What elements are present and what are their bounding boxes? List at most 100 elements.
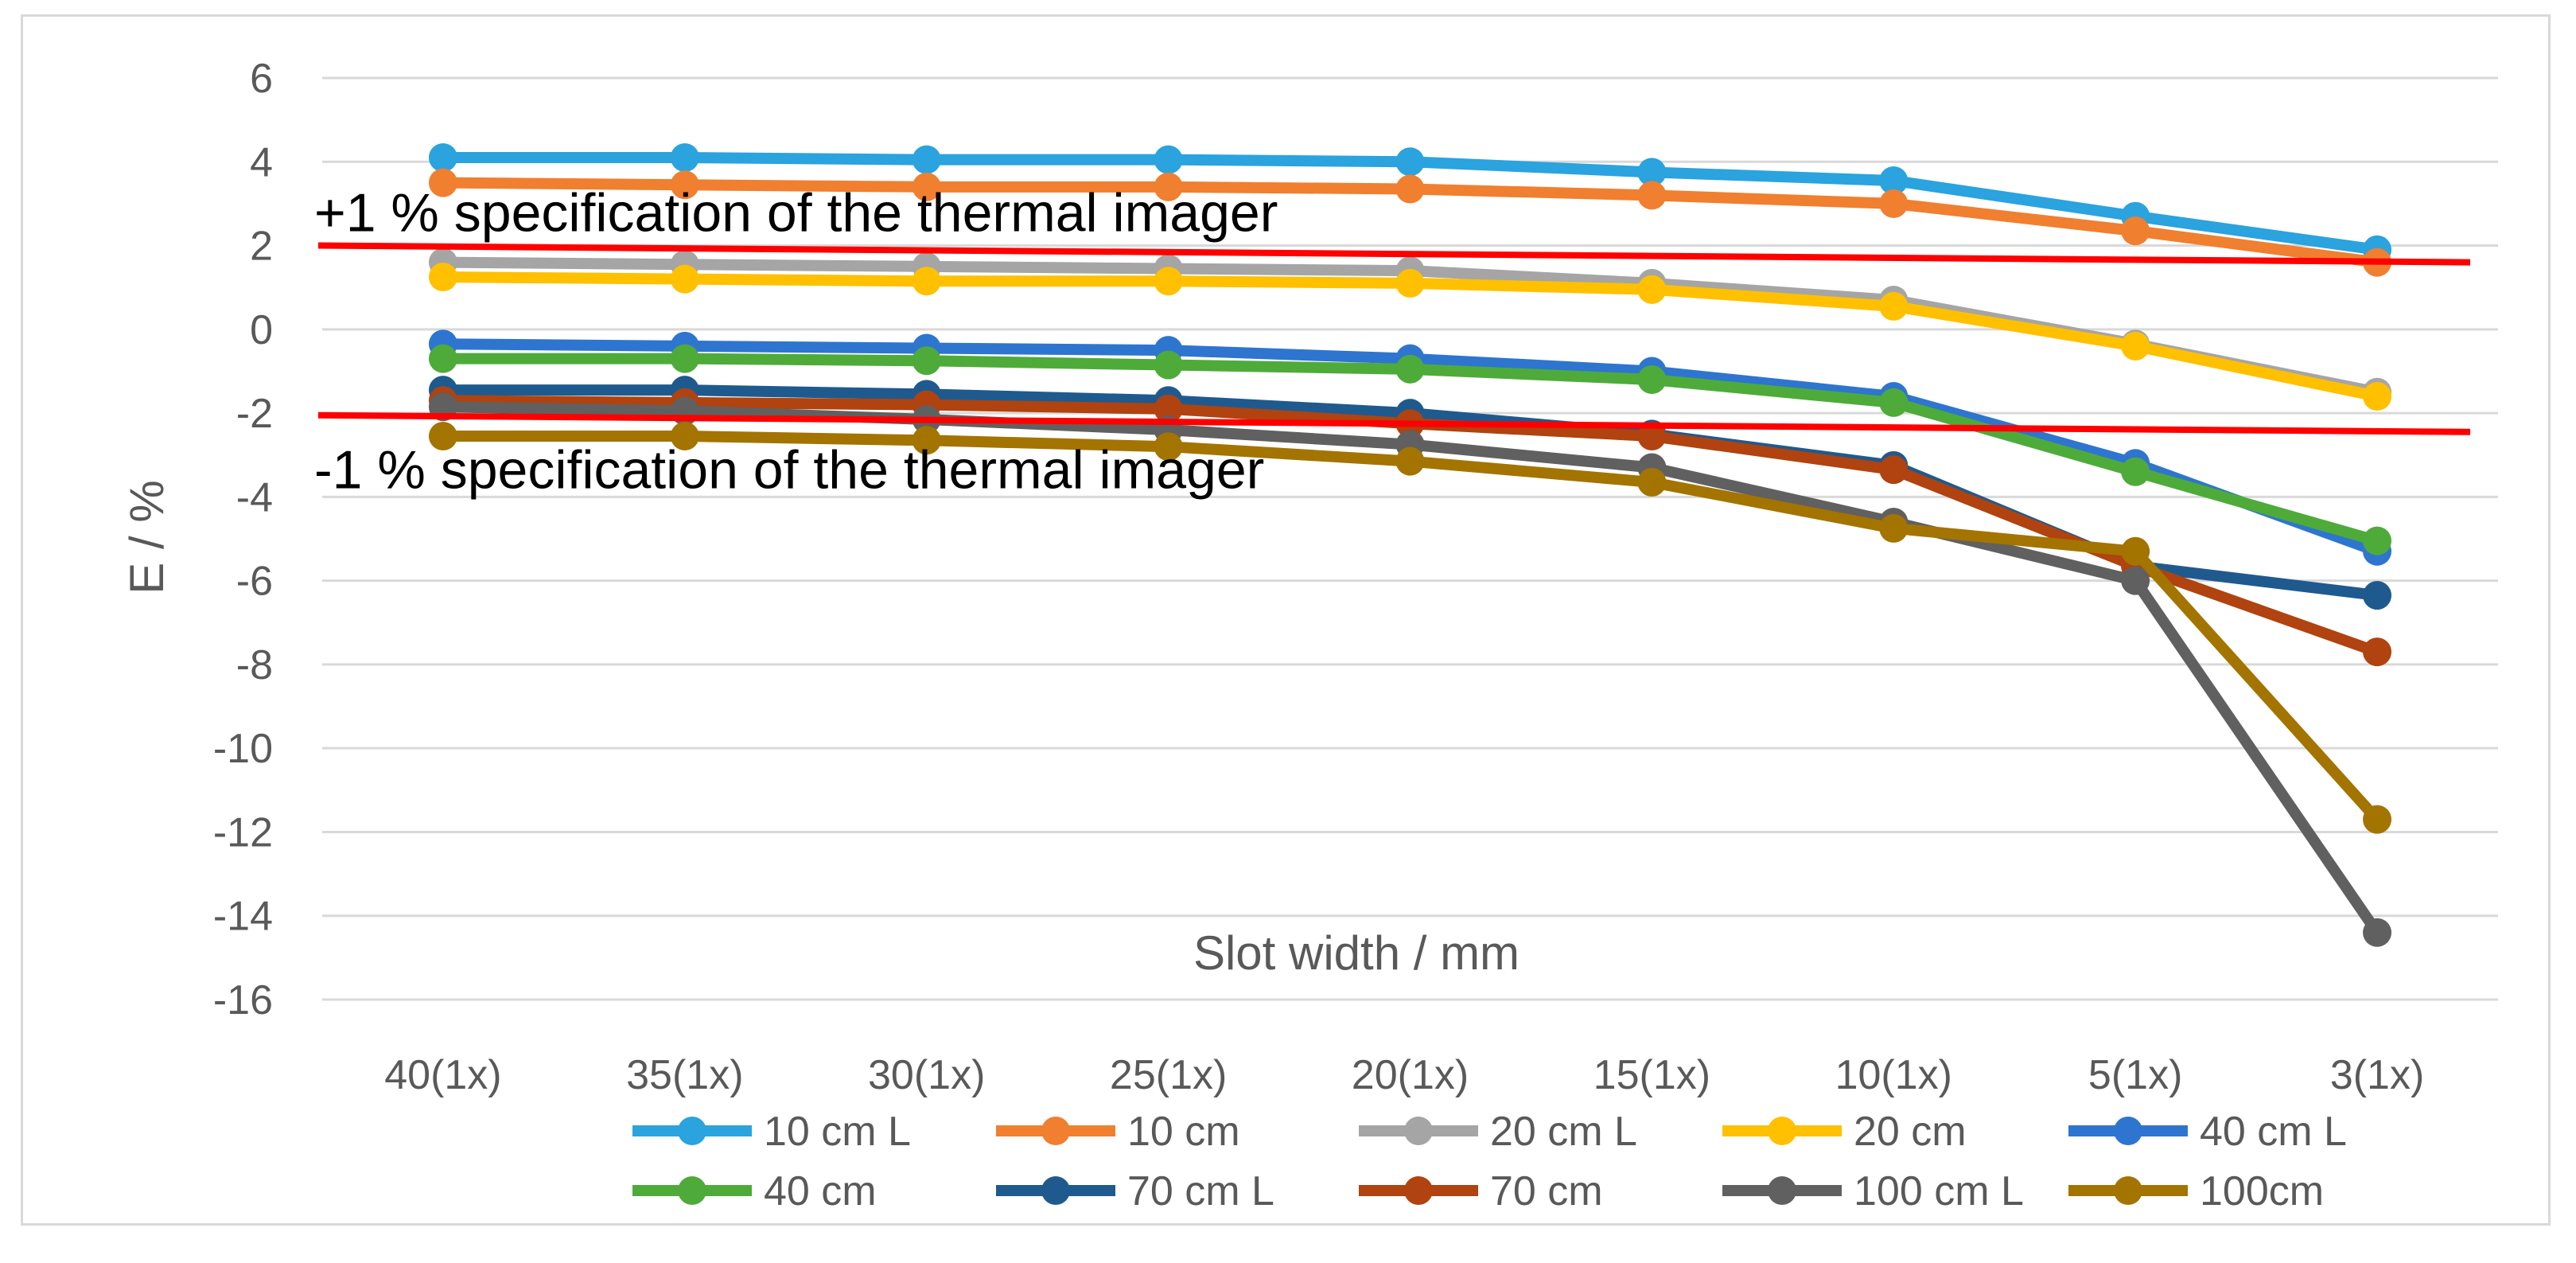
data-point	[1879, 513, 1909, 543]
specification-lines: +1 % specification of the thermal imager…	[314, 183, 2471, 501]
data-point	[1395, 174, 1425, 204]
data-point	[428, 143, 457, 173]
legend-label: 10 cm	[1127, 1109, 1240, 1155]
legend-item: 40 cm	[632, 1168, 877, 1214]
y-tick-label: -16	[213, 977, 273, 1023]
x-tick-label: 30(1x)	[868, 1052, 985, 1098]
legend-swatch-marker	[2114, 1117, 2142, 1145]
data-point	[2121, 457, 2150, 486]
data-point	[912, 346, 941, 376]
x-axis-ticks: 40(1x) 35(1x) 30(1x) 25(1x) 20(1x) 15(1x) 10(1…	[384, 1052, 2424, 1098]
data-point	[428, 168, 457, 197]
data-point	[1879, 291, 1909, 321]
legend-item: 20 cm L	[1359, 1109, 1637, 1155]
data-point	[2363, 918, 2392, 947]
data-point	[2121, 216, 2150, 246]
legend-item: 100 cm L	[1722, 1168, 2024, 1214]
legend-swatch-marker	[678, 1176, 706, 1205]
data-point	[912, 145, 941, 174]
data-point	[670, 143, 699, 173]
legend-item: 70 cm L	[996, 1168, 1274, 1214]
data-point	[670, 170, 699, 200]
data-point	[1879, 189, 1909, 218]
y-tick-label: -6	[236, 559, 273, 605]
y-tick-label: -12	[213, 809, 273, 856]
x-tick-label: 15(1x)	[1593, 1052, 1710, 1098]
legend-label: 20 cm L	[1490, 1109, 1637, 1155]
x-tick-label: 5(1x)	[2088, 1052, 2182, 1098]
y-tick-label: 2	[250, 224, 273, 270]
y-tick-label: -10	[213, 726, 273, 772]
data-point	[912, 426, 941, 455]
data-point	[1395, 268, 1425, 298]
data-point	[2363, 526, 2392, 555]
legend-swatch-marker	[1768, 1117, 1796, 1145]
data-point	[1879, 388, 1909, 417]
legend-label: 100cm	[2200, 1168, 2324, 1214]
data-point	[1879, 455, 1909, 485]
data-point	[2363, 581, 2392, 610]
legend-label: 40 cm L	[2200, 1109, 2347, 1155]
legend-item: 10 cm	[996, 1109, 1240, 1155]
data-point	[1395, 446, 1425, 476]
data-point	[1637, 422, 1667, 451]
data-point	[1154, 394, 1183, 423]
data-point	[1154, 172, 1183, 201]
y-axis-ticks: 6 4 2 0 -2 -4 -6 -8 -10 -12 -14 -16	[213, 56, 273, 1023]
data-point	[1154, 350, 1183, 380]
data-point	[1154, 432, 1183, 462]
y-tick-label: -2	[236, 391, 273, 437]
spec-label: +1 % specification of the thermal imager	[314, 183, 1278, 244]
data-point	[912, 172, 941, 201]
y-tick-label: 4	[250, 139, 273, 185]
x-tick-label: 35(1x)	[626, 1052, 743, 1098]
x-tick-label: 20(1x)	[1352, 1052, 1469, 1098]
legend-swatch-marker	[1041, 1176, 1070, 1205]
y-tick-label: 0	[250, 307, 273, 353]
legend-swatch-marker	[2114, 1176, 2142, 1205]
data-point	[2363, 382, 2392, 411]
legend-label: 70 cm	[1490, 1168, 1603, 1214]
data-point	[1637, 158, 1667, 187]
legend-swatch-marker	[1768, 1176, 1796, 1205]
data-point	[1637, 275, 1667, 304]
y-tick-label: 6	[250, 56, 273, 102]
data-point	[912, 267, 941, 296]
legend-item: 10 cm L	[632, 1109, 911, 1155]
data-point	[1154, 267, 1183, 296]
legend-label: 70 cm L	[1127, 1168, 1274, 1214]
spec-line	[317, 242, 2471, 266]
x-tick-label: 25(1x)	[1110, 1052, 1227, 1098]
x-tick-label: 3(1x)	[2330, 1052, 2424, 1098]
x-tick-label: 40(1x)	[384, 1052, 501, 1098]
x-tick-label: 10(1x)	[1835, 1052, 1952, 1098]
legend-label: 40 cm	[764, 1168, 877, 1214]
data-point	[1395, 354, 1425, 384]
data-point	[1637, 467, 1667, 497]
legend-swatch-marker	[1404, 1176, 1433, 1205]
series-3	[428, 263, 2392, 411]
data-point	[2363, 805, 2392, 834]
data-point	[1395, 147, 1425, 177]
data-point	[670, 422, 699, 451]
legend-item: 100cm	[2068, 1168, 2324, 1214]
x-axis-title: Slot width / mm	[1193, 926, 1520, 980]
legend-item: 40 cm L	[2068, 1109, 2347, 1155]
spec-line	[317, 411, 2471, 435]
legend: 10 cm L 10 cm 20 cm L 20 cm 40 cm L 40 cm 70 c…	[632, 1109, 2347, 1214]
data-point	[1879, 166, 1909, 195]
spec-label: -1 % specification of the thermal imager	[314, 440, 1264, 501]
legend-swatch-marker	[1404, 1117, 1433, 1145]
data-point	[2121, 566, 2150, 595]
legend-item: 70 cm	[1359, 1168, 1603, 1214]
data-point	[1637, 181, 1667, 210]
data-point	[2121, 331, 2150, 361]
legend-label: 10 cm L	[764, 1109, 911, 1155]
series-lines	[428, 143, 2392, 947]
legend-label: 100 cm L	[1854, 1168, 2024, 1214]
data-point	[428, 422, 457, 451]
y-tick-label: -14	[213, 894, 273, 940]
data-point	[1637, 364, 1667, 394]
series-5	[428, 344, 2392, 555]
y-tick-label: -4	[236, 474, 273, 520]
